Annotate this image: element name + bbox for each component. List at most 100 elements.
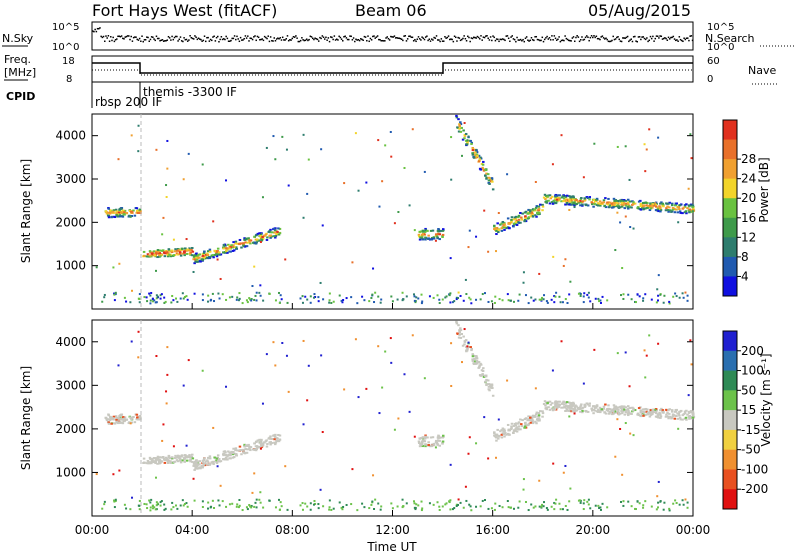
velocity-pixel <box>421 436 425 439</box>
power-pixel <box>114 208 118 211</box>
velocity-noise-pixel <box>593 348 596 351</box>
velocity-pixel <box>178 457 182 460</box>
velocity-ground-pixel <box>412 500 415 503</box>
velocity-pixel <box>183 458 186 461</box>
velocity-pixel <box>457 324 460 327</box>
velocity-pixel <box>538 418 541 421</box>
velocity-pixel <box>664 415 668 418</box>
velocity-ground-pixel <box>524 501 527 504</box>
nsky-point <box>337 39 339 41</box>
power-noise-pixel <box>689 133 692 136</box>
power-pixel <box>274 234 278 237</box>
nsky-point <box>265 36 267 39</box>
nsky-point <box>450 38 452 40</box>
power-pixel <box>427 234 430 237</box>
power-pixel <box>577 201 580 204</box>
velocity-noise-pixel <box>643 349 646 352</box>
power-pixel <box>208 248 212 251</box>
nsky-point <box>123 38 125 40</box>
nsky-point <box>649 35 652 38</box>
nsky-point <box>391 36 393 38</box>
nsky-point <box>606 38 608 41</box>
nsky-point <box>436 39 439 41</box>
power-pixel <box>230 244 233 247</box>
velocity-pixel <box>517 428 521 431</box>
power-pixel <box>202 252 206 255</box>
power-pixel <box>193 258 197 261</box>
velocity-pixel <box>606 409 610 412</box>
power-ground-pixel <box>465 293 468 296</box>
velocity-pixel <box>266 443 269 446</box>
nsky-point <box>336 38 338 40</box>
nsky-point <box>510 36 512 38</box>
velocity-noise-pixel <box>118 469 121 472</box>
velocity-pixel <box>426 436 429 439</box>
power-pixel <box>139 211 142 214</box>
velocity-ground-pixel <box>235 505 238 508</box>
power-pixel <box>651 203 654 206</box>
nsky-point <box>549 39 552 41</box>
power-noise-pixel <box>495 250 498 253</box>
velocity-pixel <box>231 452 234 455</box>
velocity-pixel <box>121 417 125 420</box>
power-pixel <box>198 253 202 256</box>
velocity-pixel <box>646 408 649 411</box>
power-pixel <box>583 197 586 200</box>
velocity-pixel <box>684 416 688 419</box>
power-pixel <box>458 125 462 128</box>
nsky-point <box>164 40 166 42</box>
power-pixel <box>238 238 242 241</box>
velocity-ground-pixel <box>469 505 472 508</box>
nsky-point <box>596 37 599 40</box>
nsky-point <box>251 38 254 41</box>
nsky-point <box>467 35 469 38</box>
power-pixel <box>475 151 479 154</box>
power-pixel <box>130 215 134 218</box>
power-pixel <box>537 205 541 208</box>
power-pixel <box>120 212 123 215</box>
velocity-pixel <box>474 355 478 358</box>
nsky-point <box>600 36 602 38</box>
velocity-pixel <box>481 370 485 373</box>
power-pixel <box>659 207 662 210</box>
nsky-point <box>192 38 195 40</box>
velocity-pixel <box>104 416 108 419</box>
power-pixel <box>656 208 660 211</box>
power-pixel <box>564 195 568 198</box>
power-pixel <box>125 212 129 215</box>
power-pixel <box>165 252 169 255</box>
velocity-pixel <box>615 411 618 414</box>
nsky-point <box>283 39 285 41</box>
power-ground-pixel <box>237 299 240 302</box>
velocity-ground-pixel <box>103 503 106 506</box>
velocity-pixel <box>148 462 151 465</box>
nsky-point <box>586 35 588 37</box>
velocity-pixel <box>193 468 196 471</box>
power-ground-pixel <box>154 301 157 304</box>
nsky-frame <box>91 21 694 51</box>
velocity-noise-pixel <box>403 373 406 376</box>
nsky-point <box>677 40 679 42</box>
power-pixel <box>203 250 206 253</box>
nsky-point <box>667 36 670 39</box>
power-noise-pixel <box>450 178 453 181</box>
velocity-noise-pixel <box>495 456 498 459</box>
power-ground-pixel <box>656 299 659 302</box>
power-ground-pixel <box>469 298 472 301</box>
power-pixel <box>624 199 628 202</box>
power-noise-pixel <box>464 278 467 281</box>
nsky-point <box>354 40 356 43</box>
power-pixel <box>224 251 227 254</box>
velocity-pixel <box>218 460 221 463</box>
nsky-panel: N.Sky 10^5 10^0 N.Search 10^5 10^0 <box>2 21 795 53</box>
power-pixel <box>136 209 139 212</box>
nave-label: Nave <box>748 64 776 77</box>
power-ground-pixel <box>301 301 304 304</box>
nsky-point <box>320 37 322 40</box>
power-pixel <box>246 238 249 241</box>
power-pixel <box>688 208 692 211</box>
nsky-point <box>505 35 507 37</box>
power-noise-pixel <box>684 291 687 294</box>
power-ground-pixel <box>534 298 537 301</box>
velocity-pixel <box>192 464 195 467</box>
